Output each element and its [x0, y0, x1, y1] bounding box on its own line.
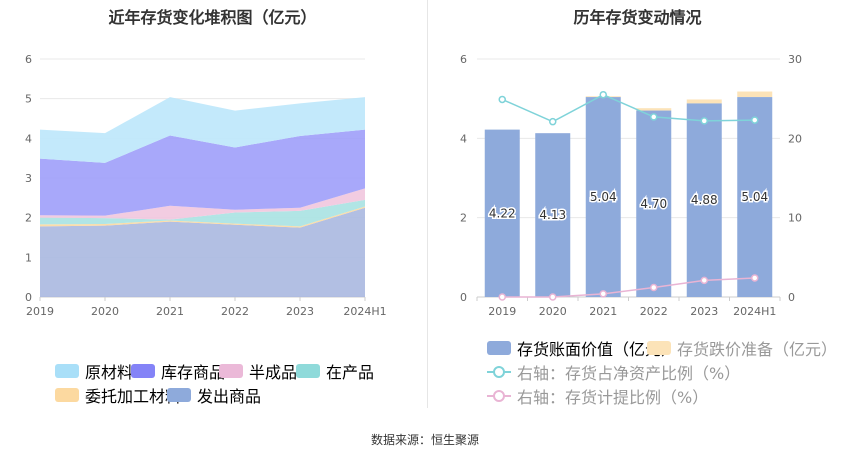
legend-swatch: [131, 364, 155, 378]
line-point: [700, 117, 708, 125]
right-legend-item[interactable]: 右轴：存货计提比例（%）: [487, 384, 708, 408]
right-y-tick-label: 6: [460, 53, 467, 66]
bar-value-label: 5.04: [590, 190, 617, 204]
line-右轴：存货占净资产比例（%）: [501, 93, 755, 123]
legend-swatch: [167, 388, 191, 402]
legend-swatch: [487, 389, 511, 403]
legend-label: 在产品: [326, 363, 375, 382]
left-legend-item[interactable]: 在产品: [296, 359, 374, 383]
area-原材料: [40, 97, 365, 163]
inventory-bar: [535, 133, 571, 297]
bar-value-label: 4.13: [539, 208, 566, 222]
left-legend-item[interactable]: 发出商品: [167, 383, 261, 407]
legend-swatch: [55, 364, 79, 378]
left-y-tick-label: 3: [25, 172, 32, 185]
right-y2-tick-label: 0: [788, 291, 795, 304]
left-x-tick-label: 2019: [26, 305, 54, 318]
inventory-bar: [585, 97, 621, 297]
legend-label: 半成品: [249, 363, 298, 382]
right-x-tick-label: 2023: [690, 305, 718, 318]
impairment-bar: [737, 91, 773, 98]
legend-label: 发出商品: [197, 387, 262, 406]
left-y-tick-label: 2: [25, 212, 32, 225]
inventory-bar: [636, 110, 672, 297]
inventory-bar: [686, 103, 722, 297]
area-委托加工材料: [40, 206, 365, 228]
left-y-tick-label: 0: [25, 291, 32, 304]
impairment-bar: [636, 108, 672, 111]
line-point: [751, 274, 759, 282]
bar-value-label: 4.88: [691, 193, 718, 207]
right-legend-item[interactable]: 存货账面价值（亿元）: [487, 336, 677, 360]
panel-divider: [427, 0, 428, 408]
bar-value-label: 5.04: [741, 190, 768, 204]
area-半成品: [40, 188, 365, 220]
right-y-tick-label: 0: [460, 291, 467, 304]
right-chart-title: 历年存货变动情况: [573, 8, 702, 27]
right-legend-item[interactable]: 存货跌价准备（亿元）: [647, 336, 837, 360]
left-y-tick-label: 5: [25, 93, 32, 106]
area-在产品: [40, 199, 365, 227]
inventory-bar: [484, 129, 520, 297]
right-x-tick-label: 2020: [539, 305, 567, 318]
left-legend-item[interactable]: 原材料: [55, 359, 133, 383]
left-legend-item[interactable]: 库存商品: [131, 359, 225, 383]
line-point: [498, 293, 506, 301]
inventory-bar: [737, 97, 773, 297]
line-point: [549, 117, 557, 126]
right-x-tick-label: 2022: [640, 305, 668, 318]
right-y-tick-label: 2: [460, 212, 467, 225]
right-x-tick-label: 2019: [488, 305, 516, 318]
right-y2-tick-label: 30: [788, 53, 802, 66]
legend-label: 存货跌价准备（亿元）: [677, 340, 838, 359]
line-point: [599, 290, 607, 298]
left-x-tick-label: 2023: [286, 305, 314, 318]
right-y-tick-label: 4: [460, 132, 467, 145]
legend-swatch: [647, 341, 671, 355]
legend-label: 原材料: [85, 363, 134, 382]
left-x-tick-label: 2021: [156, 305, 184, 318]
legend-label: 库存商品: [161, 363, 226, 382]
line-point: [751, 116, 759, 124]
line-point: [650, 113, 658, 121]
left-y-tick-label: 4: [25, 132, 32, 145]
right-legend-item[interactable]: 右轴：存货占净资产比例（%）: [487, 360, 740, 384]
left-x-tick-label: 2024H1: [343, 305, 386, 318]
left-x-tick-label: 2020: [91, 305, 119, 318]
left-y-tick-label: 1: [25, 251, 32, 264]
line-point: [498, 95, 506, 104]
impairment-bar: [686, 99, 722, 104]
legend-label: 右轴：存货占净资产比例（%）: [517, 364, 741, 383]
left-x-tick-label: 2022: [221, 305, 249, 318]
left-chart-title: 近年存货变化堆积图（亿元）: [108, 8, 317, 27]
bar-value-label: 4.22: [489, 206, 516, 220]
left-legend-item[interactable]: 半成品: [219, 359, 297, 383]
right-y2-tick-label: 20: [788, 132, 802, 145]
legend-swatch: [487, 365, 511, 379]
line-point: [700, 276, 708, 285]
right-x-tick-label: 2024H1: [733, 305, 776, 318]
left-y-tick-label: 6: [25, 53, 32, 66]
line-point: [650, 283, 658, 292]
line-point: [549, 293, 557, 301]
right-y2-tick-label: 10: [788, 212, 802, 225]
data-source-note: 数据来源：恒生聚源: [370, 433, 479, 447]
legend-label: 右轴：存货计提比例（%）: [517, 388, 709, 407]
left-legend-item[interactable]: 委托加工材料: [55, 383, 181, 407]
legend-swatch: [55, 388, 79, 402]
line-point: [599, 90, 607, 99]
line-右轴：存货计提比例（%）: [502, 277, 755, 298]
legend-label: 存货账面价值（亿元）: [517, 340, 678, 359]
legend-label: 委托加工材料: [85, 387, 182, 406]
legend-swatch: [487, 341, 511, 355]
area-库存商品: [40, 129, 365, 216]
right-x-tick-label: 2021: [589, 305, 617, 318]
bar-value-label: 4.70: [640, 197, 667, 211]
legend-swatch: [219, 364, 243, 378]
area-发出商品: [40, 207, 365, 297]
legend-swatch: [296, 364, 320, 378]
